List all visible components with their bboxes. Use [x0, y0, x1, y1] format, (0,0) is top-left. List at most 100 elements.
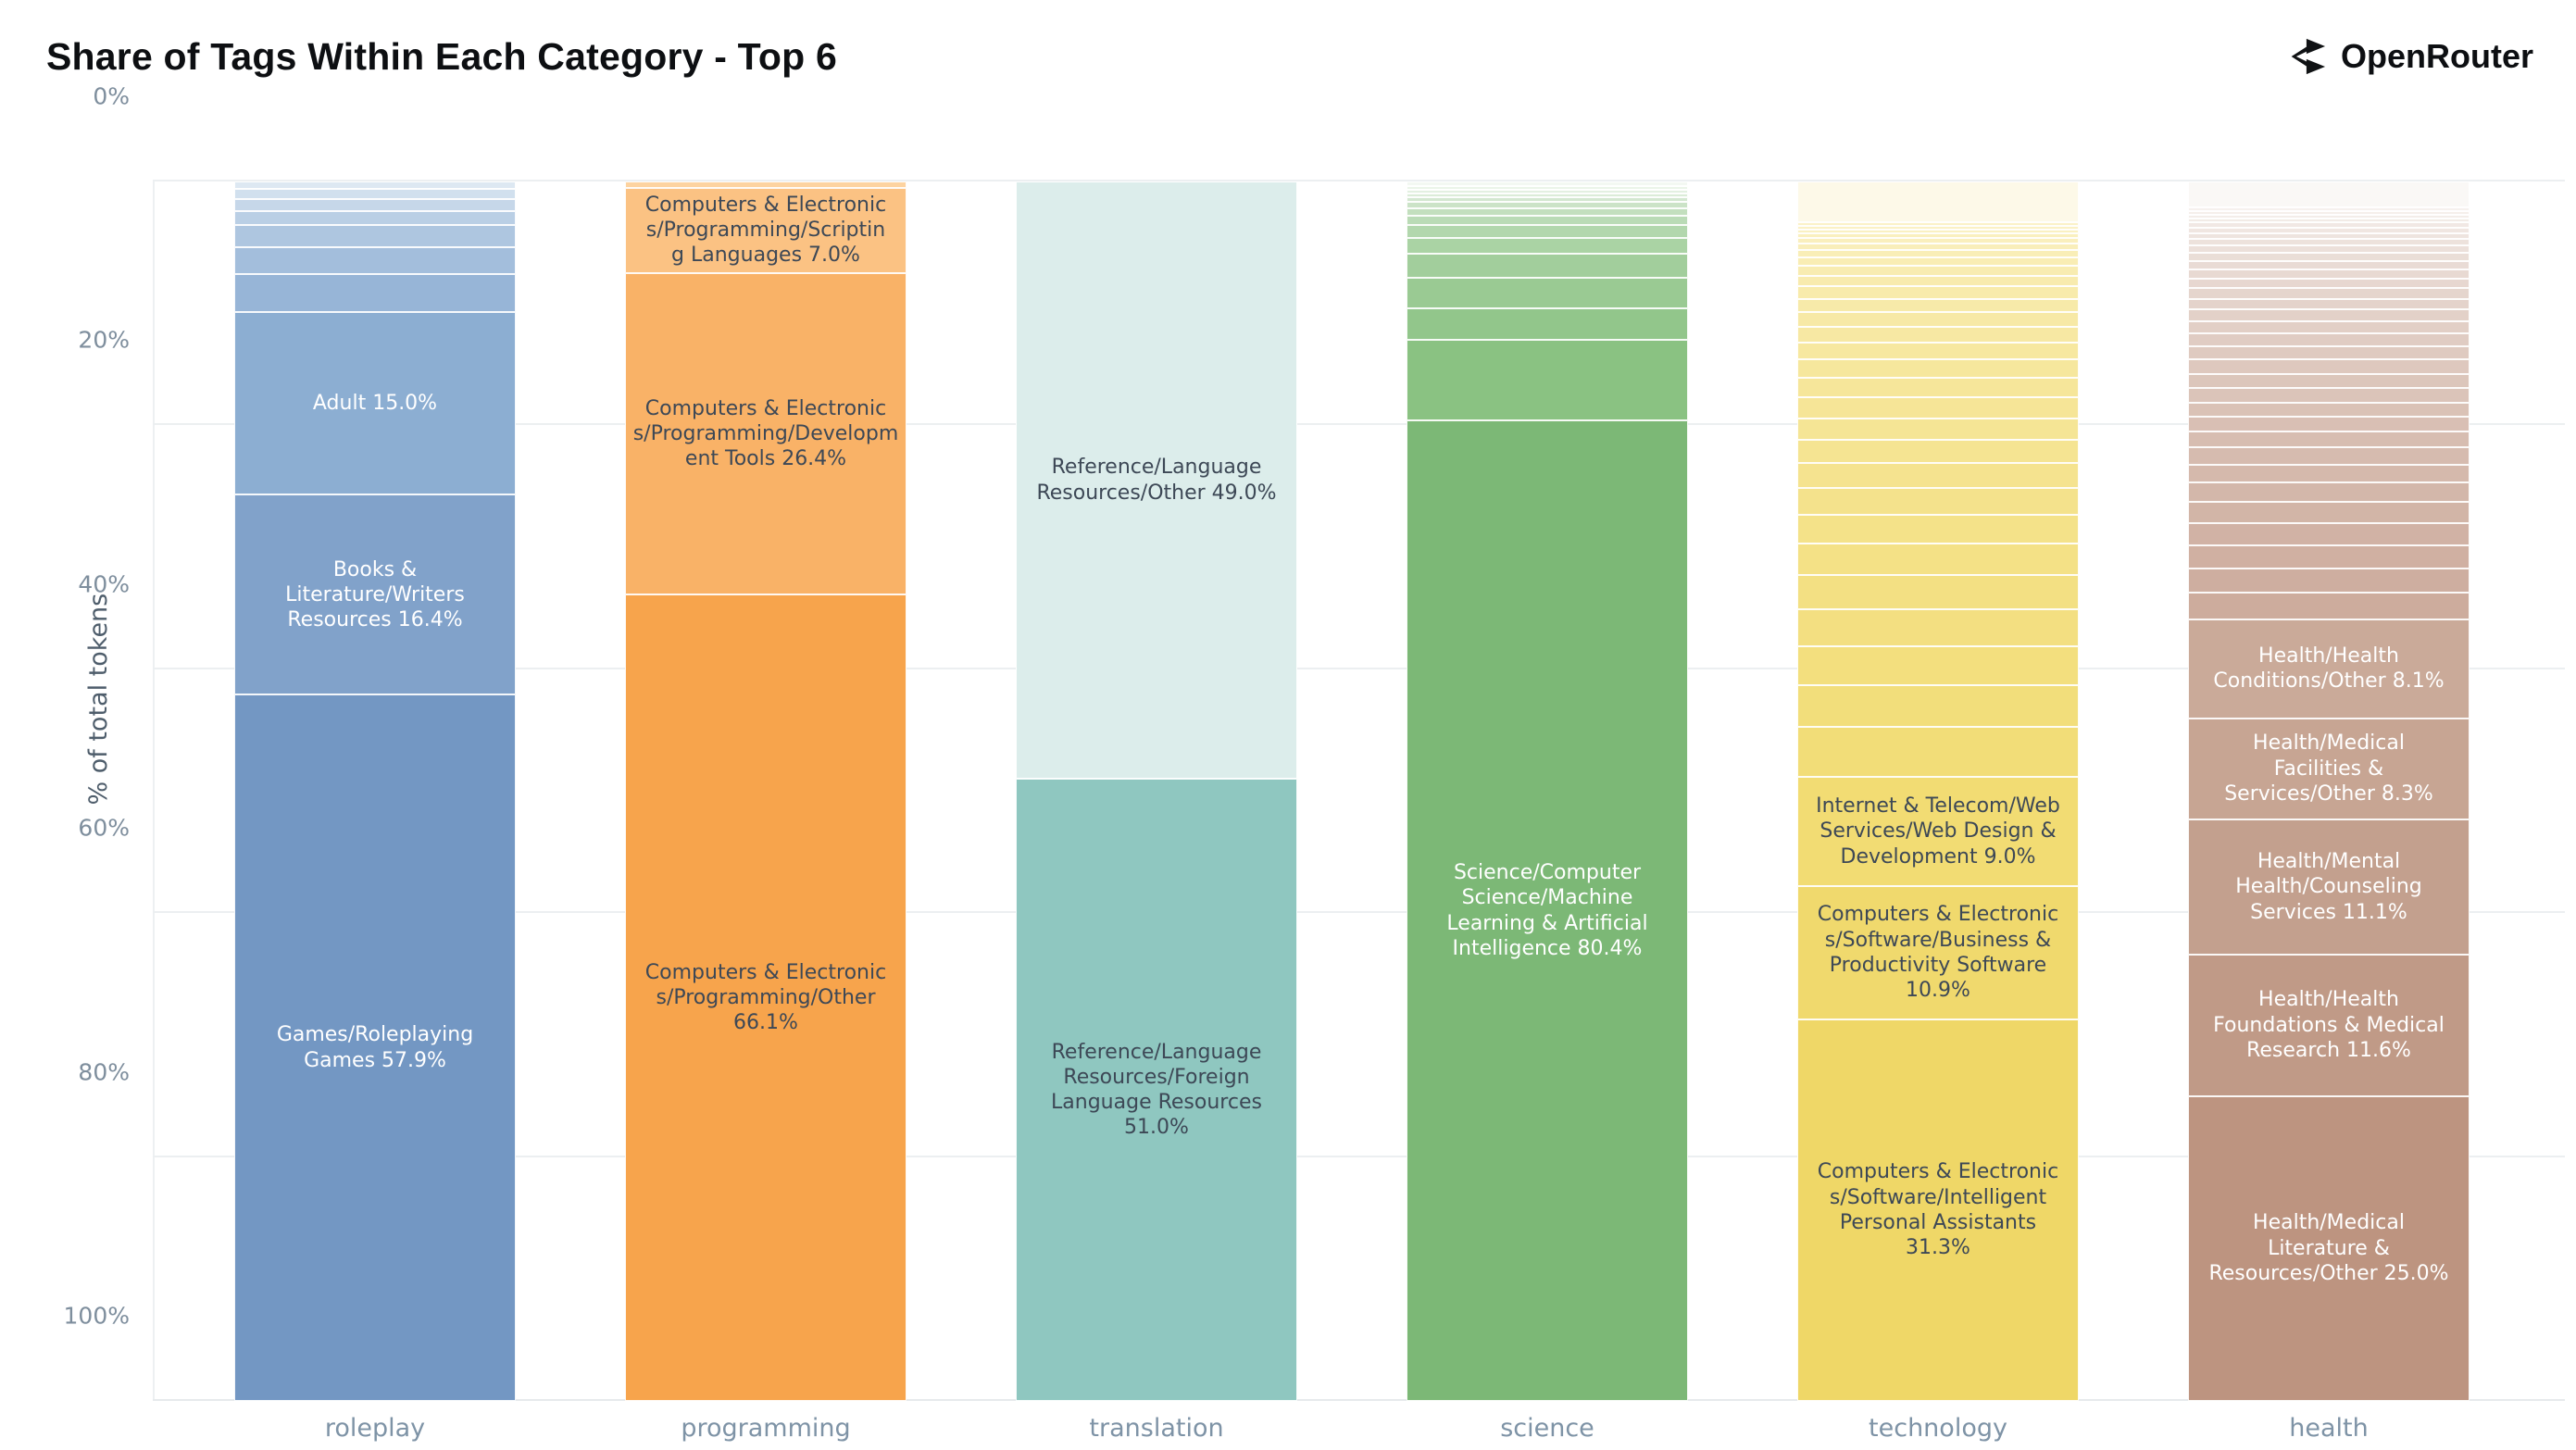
bar-segment-small[interactable] [234, 188, 516, 199]
bar-segment-small[interactable] [1797, 378, 2079, 398]
bar-segment-small[interactable] [2188, 253, 2470, 261]
bar-segment-small[interactable] [2188, 206, 2470, 211]
bar-segment[interactable]: Books & Literature/Writers Resources 16.… [234, 494, 516, 695]
bar-segment[interactable]: Computers & Electronic s/Programming/Dev… [625, 272, 907, 595]
bar-segment-small[interactable] [1797, 249, 2079, 257]
bar-segment-small[interactable] [2188, 245, 2470, 254]
bar-segment[interactable]: Games/Roleplaying Games 57.9% [234, 694, 516, 1401]
bar-segment[interactable]: Adult 15.0% [234, 311, 516, 495]
bar-segment-small[interactable] [1797, 684, 2079, 727]
bar-segment-small[interactable] [1407, 190, 1688, 194]
bar-segment-small[interactable] [1797, 275, 2079, 287]
bar-segment-small[interactable] [1797, 609, 2079, 646]
bar-segment-small[interactable] [1797, 440, 2079, 464]
bar-segment-small[interactable] [2188, 333, 2470, 346]
bar-segment-small[interactable] [2188, 464, 2470, 483]
bar-segment-small[interactable] [234, 225, 516, 248]
bar-segment-small[interactable] [2188, 447, 2470, 465]
bar-segment-small[interactable] [1407, 197, 1688, 203]
bar-segment-small[interactable] [2188, 592, 2470, 619]
bar-segment-small[interactable] [2188, 402, 2470, 418]
bar-segment-small[interactable] [1797, 244, 2079, 250]
bar-segment-small[interactable] [1797, 238, 2079, 244]
bar-segment[interactable]: Health/Medical Facilities & Services/Oth… [2188, 718, 2470, 819]
bar-segment-small[interactable] [1407, 215, 1688, 226]
bar-segment-small[interactable] [1797, 221, 2079, 226]
bar-segment-small[interactable] [2188, 232, 2470, 240]
bar-segment-small[interactable] [1797, 225, 2079, 230]
bar-segment-small[interactable] [1797, 312, 2079, 327]
bar-segment-small[interactable] [1407, 340, 1688, 421]
bar-segment-small[interactable] [1797, 397, 2079, 419]
bar-segment-small[interactable] [2188, 210, 2470, 215]
bar-segment-small[interactable] [1407, 202, 1688, 209]
bar-segment-small[interactable] [2188, 568, 2470, 593]
bar-segment-small[interactable] [1797, 342, 2079, 360]
bar-segment[interactable]: Computers & Electronic s/Programming/Oth… [625, 594, 907, 1401]
bar-segment-small[interactable] [1797, 544, 2079, 576]
bar-segment-small[interactable] [1797, 286, 2079, 299]
bar-segment-small[interactable] [1407, 194, 1688, 198]
bar-segment-small[interactable] [2188, 309, 2470, 321]
bar-segment-small[interactable] [2188, 345, 2470, 360]
bar-segment-small[interactable] [2188, 373, 2470, 388]
bar-segment-small[interactable] [2188, 298, 2470, 310]
bar-segment-small[interactable] [1407, 208, 1688, 216]
bar-segment-small[interactable] [2188, 222, 2470, 228]
bar-segment-small[interactable] [1797, 181, 2079, 222]
bar-segment-small[interactable] [2188, 417, 2470, 432]
bar-segment-small[interactable] [2188, 227, 2470, 233]
bar-segment-small[interactable] [1797, 418, 2079, 441]
bar-segment-small[interactable] [1407, 253, 1688, 279]
bar-segment-small[interactable] [234, 198, 516, 211]
bar-segment-small[interactable] [1797, 487, 2079, 515]
bar-segment-small[interactable] [2188, 544, 2470, 569]
bar-segment-small[interactable] [1797, 266, 2079, 276]
bar-segment-small[interactable] [2188, 482, 2470, 503]
bar-segment-small[interactable] [2188, 431, 2470, 448]
bar-segment-small[interactable] [1407, 278, 1688, 308]
bar-segment[interactable]: Health/Mental Health/Counseling Services… [2188, 819, 2470, 955]
bar-segment-small[interactable] [1797, 645, 2079, 685]
bar-segment[interactable]: Reference/Language Resources/Foreign Lan… [1016, 779, 1297, 1401]
bar-segment-small[interactable] [1407, 185, 1688, 191]
bar-segment-small[interactable] [1407, 237, 1688, 254]
bar-segment[interactable]: Health/Medical Literature & Resources/Ot… [2188, 1095, 2470, 1401]
bar-segment-small[interactable] [1797, 229, 2079, 234]
bar-segment-small[interactable] [2188, 269, 2470, 279]
bar-segment-small[interactable] [234, 210, 516, 226]
bar-segment-small[interactable] [2188, 320, 2470, 334]
bar-segment[interactable]: Computers & Electronic s/Software/Busine… [1797, 886, 2079, 1019]
bar-segment-small[interactable] [1797, 463, 2079, 488]
bar-segment-small[interactable] [2188, 181, 2470, 207]
bar-segment[interactable]: Computers & Electronic s/Software/Intell… [1797, 1019, 2079, 1401]
bar-segment-small[interactable] [1797, 359, 2079, 379]
bar-segment[interactable]: Reference/Language Resources/Other 49.0% [1016, 181, 1297, 780]
bar-segment[interactable]: Health/Health Foundations & Medical Rese… [2188, 954, 2470, 1096]
bar-segment-small[interactable] [2188, 502, 2470, 523]
bar-segment[interactable]: Health/Health Conditions/Other 8.1% [2188, 619, 2470, 719]
bar-segment-small[interactable] [1797, 233, 2079, 239]
bar-segment[interactable]: Computers & Electronic s/Programming/Scr… [625, 187, 907, 273]
bar-segment-small[interactable] [234, 181, 516, 189]
bar-segment-small[interactable] [2188, 218, 2470, 223]
bar-segment-small[interactable] [1407, 225, 1688, 238]
bar-segment-small[interactable] [2188, 239, 2470, 246]
bar-segment-small[interactable] [234, 274, 516, 312]
bar-segment-small[interactable] [1797, 575, 2079, 610]
bar-segment-small[interactable] [1797, 326, 2079, 343]
bar-segment-small[interactable] [1797, 514, 2079, 544]
bar-segment-small[interactable] [2188, 278, 2470, 289]
bar-segment-small[interactable] [1797, 726, 2079, 777]
bar-segment-small[interactable] [1407, 181, 1688, 186]
bar-segment-small[interactable] [1797, 298, 2079, 313]
bar-segment-small[interactable] [234, 247, 516, 275]
bar-segment-small[interactable] [2188, 387, 2470, 403]
bar-segment-small[interactable] [2188, 260, 2470, 270]
bar-segment-small[interactable] [2188, 288, 2470, 299]
bar-segment[interactable]: Science/Computer Science/Machine Learnin… [1407, 420, 1688, 1401]
bar-segment-small[interactable] [625, 181, 907, 188]
bar-segment-small[interactable] [2188, 359, 2470, 374]
bar-segment-small[interactable] [1407, 307, 1688, 341]
bar-segment-small[interactable] [2188, 522, 2470, 545]
